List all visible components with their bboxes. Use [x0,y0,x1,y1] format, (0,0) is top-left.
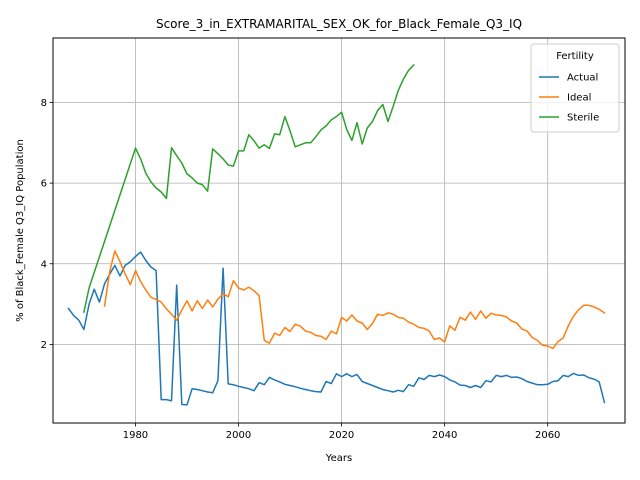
x-tick-label: 1980 [123,430,148,441]
x-tick-label: 2060 [535,430,560,441]
chart-title: Score_3_in_EXTRAMARITAL_SEX_OK_for_Black… [156,17,522,31]
y-axis-label: % of Black_Female Q3_IQ Population [15,139,26,322]
legend-box [530,43,620,133]
plot-lines [67,63,606,406]
x-axis-label: Years [325,453,352,464]
y-axis-ticks: 2 4 6 8 [41,98,53,351]
legend-items: Actual Ideal Sterile [539,73,599,124]
legend-label-actual: Actual [567,73,598,84]
legend-label-sterile: Sterile [567,113,599,124]
legend: Fertility Actual Ideal Sterile [530,43,620,133]
y-tick-label: 4 [41,259,47,270]
x-tick-label: 2020 [329,430,354,441]
y-tick-label: 8 [41,98,47,109]
grid [53,38,625,423]
legend-title: Fertility [556,51,594,62]
legend-label-ideal: Ideal [567,93,591,104]
plot-area-frame [52,37,626,424]
x-axis-ticks: 1980 2000 2020 2040 2060 [123,423,560,441]
y-tick-label: 2 [41,340,47,351]
series-line-actual [67,251,606,406]
x-tick-label: 2000 [226,430,251,441]
x-tick-label: 2040 [432,430,457,441]
y-tick-label: 6 [41,179,47,190]
series-line-sterile [83,63,415,313]
series-line-ideal [103,250,606,350]
